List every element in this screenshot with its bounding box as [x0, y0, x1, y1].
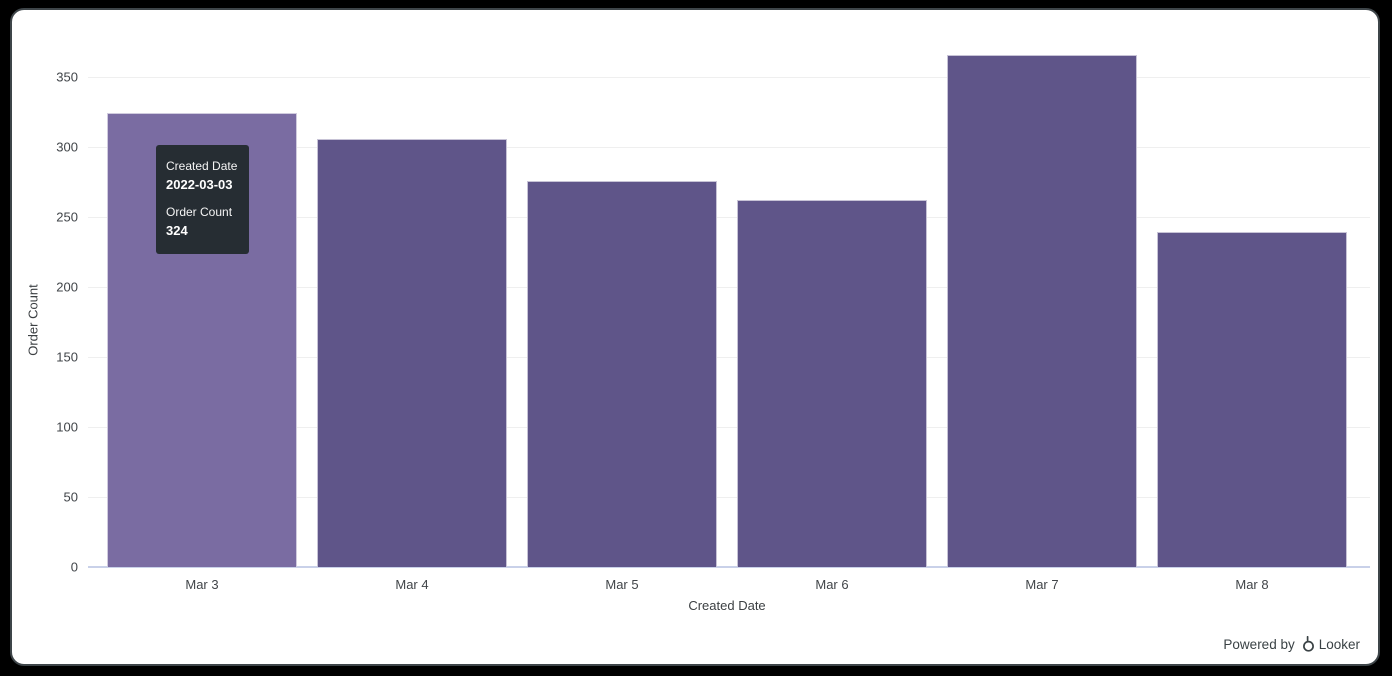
powered-by-looker[interactable]: Powered by Looker — [1223, 636, 1360, 653]
gridline-350 — [88, 77, 1370, 78]
x-tick-label-mar-4: Mar 4 — [395, 577, 429, 592]
tooltip-measure-value: 324 — [166, 223, 188, 239]
gridline-250 — [88, 217, 1370, 218]
gridline-100 — [88, 427, 1370, 428]
powered-by-text: Powered by — [1223, 637, 1295, 652]
brand-text: Looker — [1318, 637, 1360, 652]
y-tick-label-150: 150 — [56, 349, 78, 365]
y-axis-title: Order Count — [25, 284, 41, 356]
y-tick-label-250: 250 — [56, 209, 78, 225]
y-tick-label-100: 100 — [56, 419, 78, 435]
y-tick-label-300: 300 — [56, 139, 78, 155]
bar-mar-6[interactable] — [737, 200, 927, 567]
gridline-300 — [88, 147, 1370, 148]
y-tick-label-50: 50 — [63, 489, 78, 505]
tooltip-measure-label: Order Count — [166, 205, 233, 220]
gridline-150 — [88, 357, 1370, 358]
x-tick-label-mar-5: Mar 5 — [605, 577, 639, 592]
x-tick-label-mar-3: Mar 3 — [185, 577, 219, 592]
gridline-0 — [88, 566, 1370, 568]
bar-mar-8[interactable] — [1157, 232, 1347, 567]
gridline-200 — [88, 287, 1370, 288]
looker-logo-icon — [1302, 636, 1314, 652]
gridline-50 — [88, 497, 1370, 498]
y-tick-label-200: 200 — [56, 279, 78, 295]
bar-mar-7[interactable] — [947, 54, 1137, 567]
y-tick-label-0: 0 — [70, 559, 78, 575]
bar-mar-5[interactable] — [527, 180, 717, 567]
tooltip-dimension-value: 2022-03-03 — [166, 177, 233, 192]
x-tick-label-mar-6: Mar 6 — [815, 577, 849, 592]
x-tick-label-mar-7: Mar 7 — [1025, 577, 1059, 592]
x-tick-label-mar-8: Mar 8 — [1235, 577, 1269, 592]
tooltip: Created Date 2022-03-03 Order Count 324 — [156, 145, 249, 254]
bar-mar-4[interactable] — [317, 138, 507, 567]
x-axis-title: Created Date — [688, 598, 766, 613]
tooltip-dimension-label: Created Date — [166, 159, 238, 173]
y-tick-label-350: 350 — [56, 69, 78, 85]
